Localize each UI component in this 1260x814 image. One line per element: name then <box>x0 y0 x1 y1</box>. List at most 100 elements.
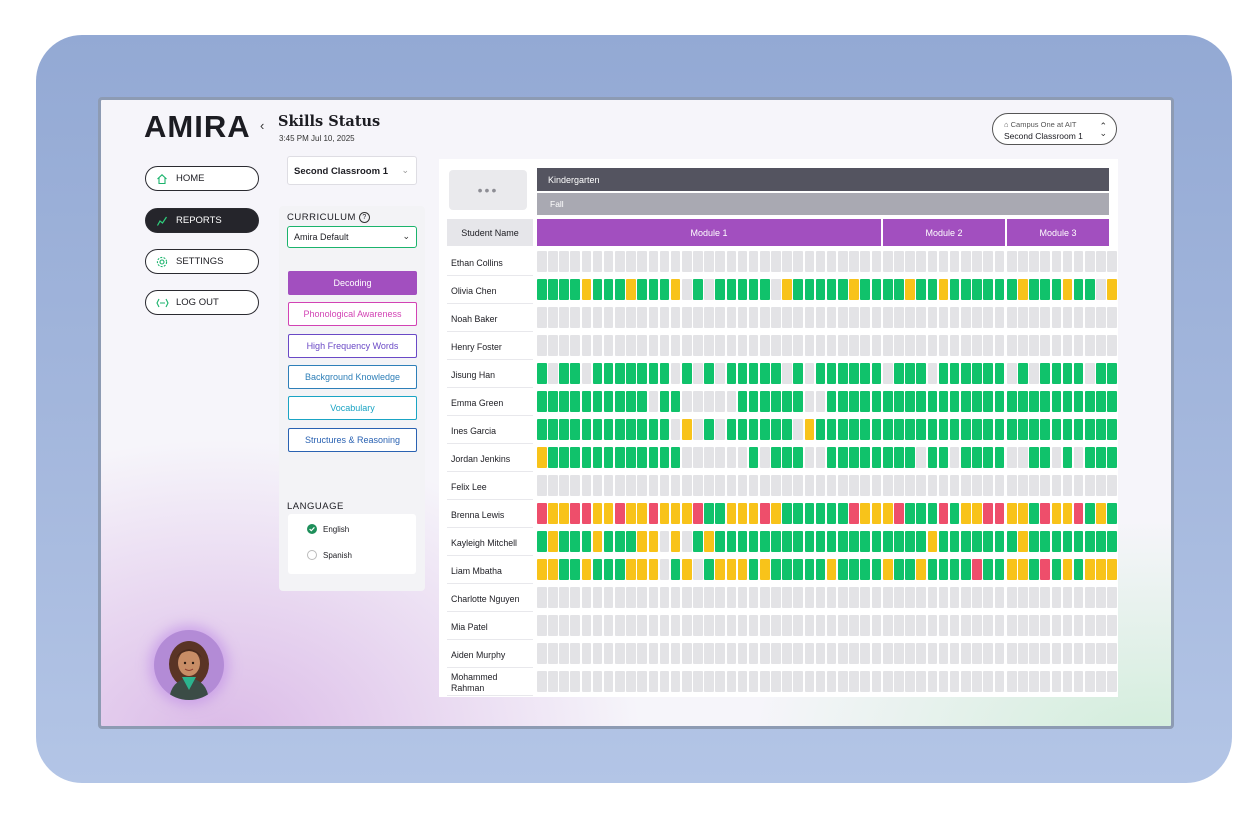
status-cell[interactable] <box>1096 671 1106 692</box>
status-cell[interactable] <box>704 615 714 636</box>
status-cell[interactable] <box>983 251 993 272</box>
status-cell[interactable] <box>883 671 893 692</box>
status-cell[interactable] <box>894 475 904 496</box>
status-cell[interactable] <box>748 335 759 356</box>
status-cell[interactable] <box>715 671 725 692</box>
status-cell[interactable] <box>983 279 993 300</box>
student-name[interactable]: Brenna Lewis <box>451 510 505 520</box>
status-cell[interactable] <box>626 363 636 384</box>
status-cell[interactable] <box>849 559 859 580</box>
status-cell[interactable] <box>983 307 993 328</box>
status-cell[interactable] <box>1062 447 1073 468</box>
status-cell[interactable] <box>559 531 569 552</box>
status-cell[interactable] <box>726 615 737 636</box>
status-cell[interactable] <box>1007 531 1017 552</box>
student-name[interactable]: Liam Mbatha <box>451 566 502 576</box>
status-cell[interactable] <box>793 391 804 412</box>
status-cell[interactable] <box>793 503 804 524</box>
status-cell[interactable] <box>961 503 971 524</box>
status-cell[interactable] <box>1062 307 1073 328</box>
status-cell[interactable] <box>1073 447 1084 468</box>
status-cell[interactable] <box>726 391 737 412</box>
status-cell[interactable] <box>1007 643 1017 664</box>
status-cell[interactable] <box>838 643 848 664</box>
status-cell[interactable] <box>581 531 592 552</box>
status-cell[interactable] <box>927 643 938 664</box>
status-cell[interactable] <box>603 531 614 552</box>
status-cell[interactable] <box>559 335 569 356</box>
status-cell[interactable] <box>916 251 927 272</box>
status-cell[interactable] <box>1062 587 1073 608</box>
student-name[interactable]: Noah Baker <box>451 314 498 324</box>
status-cell[interactable] <box>1040 671 1051 692</box>
status-cell[interactable] <box>961 475 971 496</box>
status-cell[interactable] <box>883 475 893 496</box>
status-cell[interactable] <box>804 335 815 356</box>
status-cell[interactable] <box>1096 251 1106 272</box>
status-cell[interactable] <box>559 559 569 580</box>
status-cell[interactable] <box>1062 559 1073 580</box>
status-cell[interactable] <box>1051 279 1062 300</box>
status-cell[interactable] <box>860 391 870 412</box>
status-cell[interactable] <box>826 251 837 272</box>
status-cell[interactable] <box>883 279 893 300</box>
status-cell[interactable] <box>1018 391 1028 412</box>
status-cell[interactable] <box>894 531 904 552</box>
status-cell[interactable] <box>581 279 592 300</box>
status-cell[interactable] <box>916 475 927 496</box>
status-cell[interactable] <box>537 475 547 496</box>
status-cell[interactable] <box>1029 475 1039 496</box>
status-cell[interactable] <box>570 615 581 636</box>
status-cell[interactable] <box>983 531 993 552</box>
status-cell[interactable] <box>1085 307 1095 328</box>
status-cell[interactable] <box>570 251 581 272</box>
status-cell[interactable] <box>793 279 804 300</box>
status-cell[interactable] <box>693 447 703 468</box>
status-cell[interactable] <box>626 503 636 524</box>
status-cell[interactable] <box>1051 559 1062 580</box>
status-cell[interactable] <box>748 307 759 328</box>
status-cell[interactable] <box>1073 279 1084 300</box>
status-cell[interactable] <box>916 559 927 580</box>
status-cell[interactable] <box>1040 475 1051 496</box>
status-cell[interactable] <box>849 279 859 300</box>
status-cell[interactable] <box>537 587 547 608</box>
status-cell[interactable] <box>693 531 703 552</box>
status-cell[interactable] <box>748 419 759 440</box>
status-cell[interactable] <box>537 643 547 664</box>
status-cell[interactable] <box>537 251 547 272</box>
status-cell[interactable] <box>592 643 603 664</box>
status-cell[interactable] <box>972 503 982 524</box>
status-cell[interactable] <box>1085 475 1095 496</box>
status-cell[interactable] <box>793 671 804 692</box>
status-cell[interactable] <box>670 391 681 412</box>
status-cell[interactable] <box>815 531 826 552</box>
status-cell[interactable] <box>826 587 837 608</box>
status-cell[interactable] <box>681 447 692 468</box>
status-cell[interactable] <box>737 251 748 272</box>
status-cell[interactable] <box>871 251 882 272</box>
skill-button-structures-reasoning[interactable]: Structures & Reasoning <box>288 428 417 452</box>
status-cell[interactable] <box>559 363 569 384</box>
status-cell[interactable] <box>537 447 547 468</box>
status-cell[interactable] <box>916 335 927 356</box>
status-cell[interactable] <box>603 419 614 440</box>
status-cell[interactable] <box>659 643 670 664</box>
status-cell[interactable] <box>1029 531 1039 552</box>
status-cell[interactable] <box>1040 391 1051 412</box>
status-cell[interactable] <box>670 335 681 356</box>
status-cell[interactable] <box>1107 587 1117 608</box>
status-cell[interactable] <box>1085 251 1095 272</box>
status-cell[interactable] <box>726 279 737 300</box>
status-cell[interactable] <box>1029 643 1039 664</box>
status-cell[interactable] <box>883 307 893 328</box>
status-cell[interactable] <box>793 531 804 552</box>
status-cell[interactable] <box>938 363 949 384</box>
status-cell[interactable] <box>1051 419 1062 440</box>
status-cell[interactable] <box>1107 251 1117 272</box>
status-cell[interactable] <box>905 531 915 552</box>
status-cell[interactable] <box>737 559 748 580</box>
status-cell[interactable] <box>1096 391 1106 412</box>
status-cell[interactable] <box>1040 643 1051 664</box>
student-name[interactable]: Emma Green <box>451 398 504 408</box>
